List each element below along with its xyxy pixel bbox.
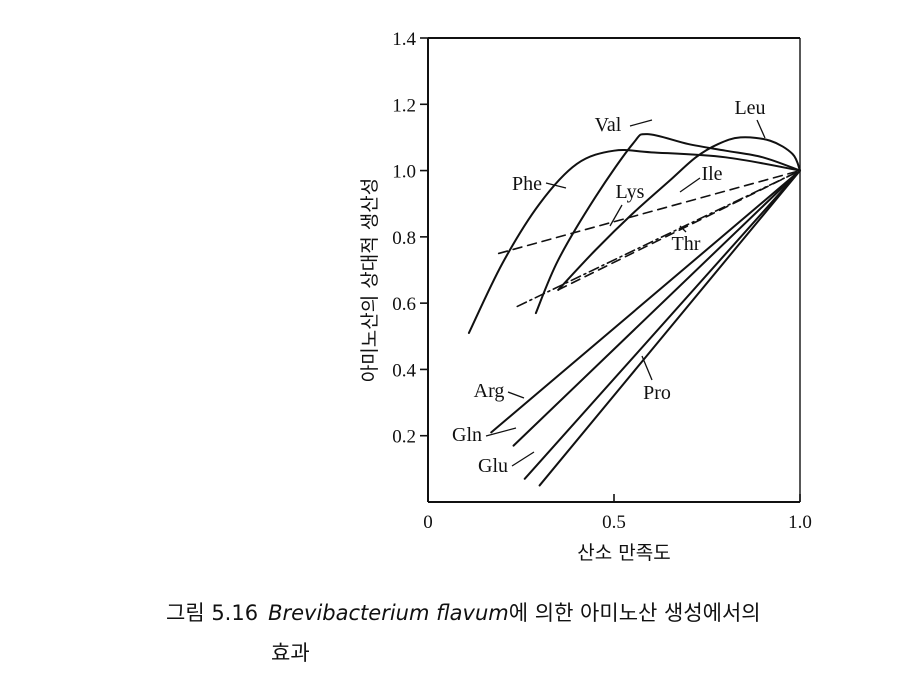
caption-text-line2: 효과: [271, 641, 310, 665]
y-ticks: 0.2 0.4 0.6 0.8 1.0 1.2 1.4: [392, 29, 428, 448]
series-leader-thr: [679, 225, 687, 233]
series-leader-pro: [641, 355, 653, 381]
series-layer: [467, 133, 801, 487]
series-label-glu: Glu: [478, 455, 508, 477]
series-leader-arg: [507, 391, 525, 399]
figure-caption: 그림 5.16 Brevibacterium flavum에 의한 아미노산 생성…: [166, 593, 886, 673]
series-leader-leu: [756, 119, 766, 139]
y-tick-label: 0.4: [392, 360, 416, 381]
x-tick-label: 0.5: [602, 512, 626, 533]
y-tick-label: 0.8: [392, 228, 416, 249]
caption-organism: Brevibacterium flavum: [268, 601, 509, 625]
x-axis-title: 산소 만족도: [577, 542, 670, 564]
x-ticks: 0 0.5 1.0: [423, 494, 812, 533]
series-leader-gln: [485, 427, 517, 437]
x-tick-label: 1.0: [788, 512, 812, 533]
y-tick-label: 1.2: [392, 95, 416, 116]
series-label-gln: Gln: [452, 424, 482, 446]
series-labels: Phe Val Leu Ile Lys Thr Arg Gln Glu Pro: [452, 97, 766, 477]
axes: [427, 37, 801, 503]
series-leader-val: [629, 119, 653, 127]
series-label-phe: Phe: [512, 173, 542, 195]
series-label-thr: Thr: [672, 233, 701, 255]
series-line-pro: [538, 169, 801, 487]
series-leader-glu: [511, 451, 535, 467]
series-label-lys: Lys: [616, 181, 645, 203]
caption-text: 에 의한 아미노산 생성에서의: [508, 601, 761, 625]
caption-figure-number: 그림 5.16: [166, 601, 259, 625]
series-leader-ile: [679, 177, 701, 193]
series-line-val: [534, 133, 801, 315]
series-line-arg: [490, 169, 801, 434]
y-tick-label: 1.0: [392, 162, 416, 183]
series-label-ile: Ile: [701, 163, 722, 185]
series-label-leu: Leu: [734, 97, 765, 119]
y-tick-label: 0.6: [392, 294, 416, 315]
series-label-arg: Arg: [474, 380, 505, 402]
series-line-thr: [516, 169, 801, 308]
series-label-val: Val: [595, 114, 622, 136]
y-axis-title: 아미노산의 상대적 생산성: [359, 178, 381, 382]
series-line-glu: [523, 169, 801, 480]
series-line-leu: [557, 136, 801, 291]
series-label-pro: Pro: [643, 382, 671, 404]
y-tick-label: 0.2: [392, 427, 416, 448]
chart: 0.2 0.4 0.6 0.8 1.0 1.2 1.4 0 0.5 1.0 Phe Val Leu I…: [359, 29, 812, 564]
x-tick-label: 0: [423, 512, 433, 533]
series-line-phe: [467, 148, 801, 334]
series-line-gln: [512, 169, 801, 447]
series-line-lys: [497, 169, 801, 255]
y-tick-label: 1.4: [392, 29, 416, 50]
series-leader-phe: [545, 182, 567, 189]
series-leader-lys: [609, 204, 623, 227]
